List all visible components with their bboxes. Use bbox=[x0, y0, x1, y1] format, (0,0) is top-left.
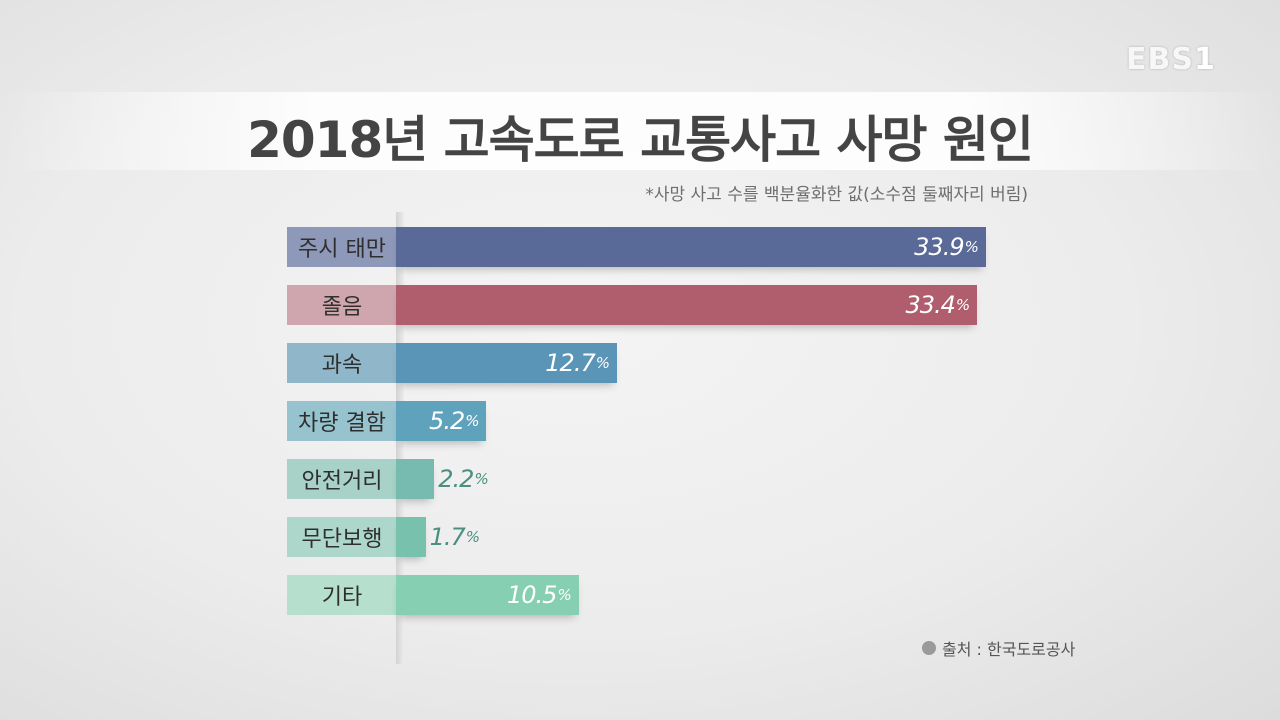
bar bbox=[396, 285, 978, 325]
chart-note: *사망 사고 수를 백분율화한 값(소수점 둘째자리 버림) bbox=[645, 185, 1028, 205]
category-label: 졸음 bbox=[287, 285, 397, 325]
ebs-logo: EBS1 bbox=[1126, 42, 1216, 77]
value-label: 5.2% bbox=[429, 407, 479, 435]
title-band bbox=[0, 92, 1280, 170]
source-dot-icon bbox=[922, 641, 936, 655]
value-label: 2.2% bbox=[438, 465, 488, 493]
bar bbox=[396, 459, 435, 499]
bar bbox=[396, 227, 986, 267]
value-label: 1.7% bbox=[429, 523, 480, 551]
chart-title: 2018년 고속도로 교통사고 사망 원인 bbox=[247, 111, 1034, 169]
category-label: 안전거리 bbox=[287, 459, 397, 499]
source-credit: 출처 : 한국도로공사 bbox=[922, 636, 1075, 660]
bar bbox=[396, 401, 487, 441]
value-label: 10.5% bbox=[507, 581, 572, 609]
bar bbox=[396, 517, 426, 557]
value-label: 33.4% bbox=[905, 291, 970, 319]
category-label: 과속 bbox=[287, 343, 397, 383]
bar bbox=[396, 575, 579, 615]
value-label: 12.7% bbox=[545, 349, 610, 377]
source-text: 출처 : 한국도로공사 bbox=[942, 640, 1076, 659]
category-label: 주시 태만 bbox=[287, 227, 397, 267]
category-label: 기타 bbox=[287, 575, 397, 615]
bar bbox=[396, 343, 617, 383]
category-label: 무단보행 bbox=[287, 517, 397, 557]
category-label: 차량 결함 bbox=[287, 401, 397, 441]
value-label: 33.9% bbox=[914, 233, 979, 261]
